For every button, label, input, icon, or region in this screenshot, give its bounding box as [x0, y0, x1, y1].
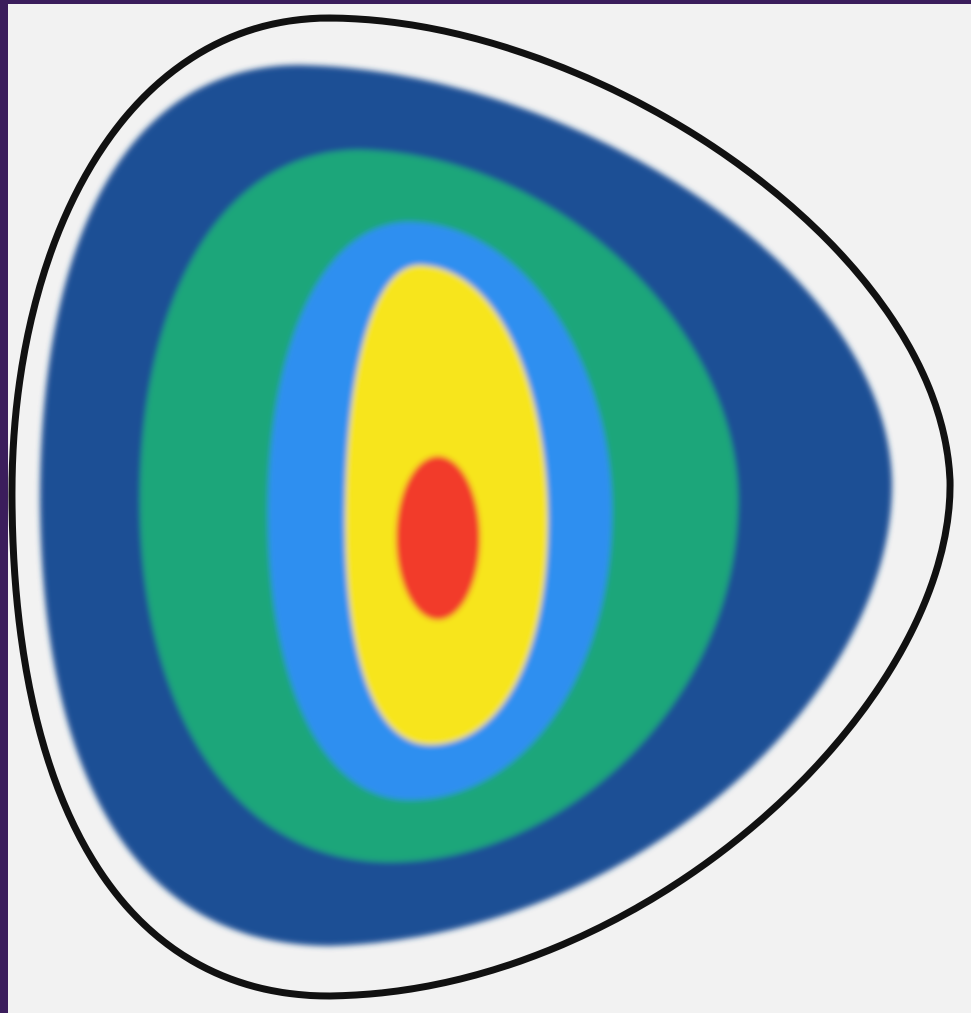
page: Plasma cross-section {} html, body { mar…: [0, 0, 971, 1013]
plasma-figure: [0, 0, 971, 1013]
body: [0, 0, 971, 1013]
contour-core: [396, 456, 480, 620]
